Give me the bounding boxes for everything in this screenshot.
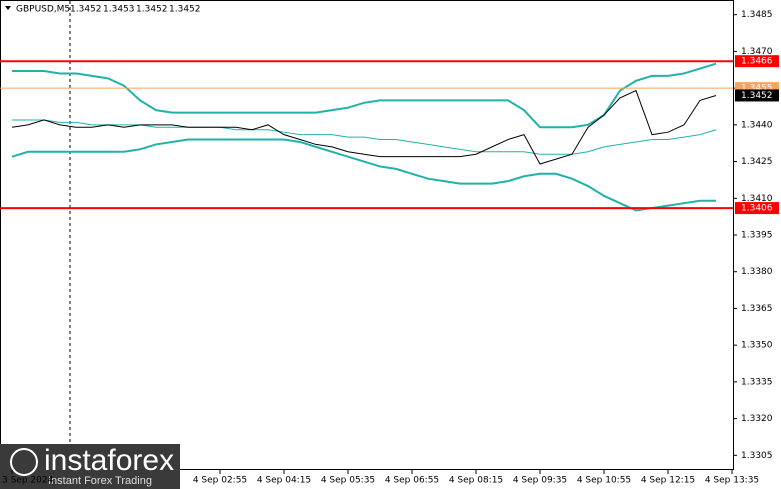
logo-tagline: Instant Forex Trading xyxy=(48,475,152,487)
current-price-box xyxy=(735,89,779,102)
y-tick-label: 1.3425 xyxy=(741,157,773,167)
level-label: 1.3406 xyxy=(741,204,773,214)
x-tick-label: 4 Sep 02:55 xyxy=(193,476,247,486)
y-tick-label: 1.3380 xyxy=(741,267,773,277)
ohlc-value: 1.3453 xyxy=(103,5,135,15)
x-tick-label: 4 Sep 06:55 xyxy=(385,476,439,486)
level-box xyxy=(735,55,779,68)
ohlc-value: 1.3452 xyxy=(70,5,102,15)
y-tick-label: 1.3470 xyxy=(741,47,773,57)
y-tick-label: 1.3305 xyxy=(741,451,773,461)
x-tick-label: 4 Sep 10:55 xyxy=(577,476,631,486)
x-tick-label: 4 Sep 13:35 xyxy=(705,476,759,486)
x-tick-label: 3 Sep 2024 xyxy=(2,476,54,486)
ohlc-value: 1.3452 xyxy=(169,5,201,15)
y-tick-label: 1.3395 xyxy=(741,231,773,241)
ohlc-value: 1.3452 xyxy=(136,5,168,15)
series-line xyxy=(11,89,717,165)
y-tick-label: 1.3485 xyxy=(741,10,773,20)
plot xyxy=(11,62,717,212)
x-tick-label: 4 Sep 12:15 xyxy=(641,476,695,486)
x-tick-label: 4 Sep 09:35 xyxy=(513,476,567,486)
series-line xyxy=(12,62,717,129)
level-label: 1.3466 xyxy=(741,57,773,67)
series-line xyxy=(12,119,717,155)
x-tick-label: 4 Sep 08:15 xyxy=(449,476,503,486)
y-tick-label: 1.3365 xyxy=(741,304,773,314)
y-tick-label: 1.3350 xyxy=(741,341,773,351)
y-tick-label: 1.3320 xyxy=(741,414,773,424)
y-tick-label: 1.3410 xyxy=(741,194,773,204)
series-line xyxy=(11,138,716,212)
x-tick-label: 4 Sep 04:15 xyxy=(257,476,311,486)
level-label: 1.3455 xyxy=(741,84,773,94)
y-tick-label: 1.3440 xyxy=(741,120,773,130)
ohlc: 1.3452 1.3453 1.3452 1.3452 xyxy=(70,5,201,15)
menu-arrow xyxy=(5,6,11,10)
symbol: GBPUSD,M5 xyxy=(16,5,70,15)
logo-brand: instaforex xyxy=(44,444,174,477)
x-tick-label: 4 Sep 05:35 xyxy=(321,476,375,486)
logo-icon xyxy=(10,448,38,476)
y-tick-label: 1.3335 xyxy=(741,377,773,387)
current-price-label: 1.3452 xyxy=(741,91,773,101)
level-box xyxy=(735,202,779,215)
